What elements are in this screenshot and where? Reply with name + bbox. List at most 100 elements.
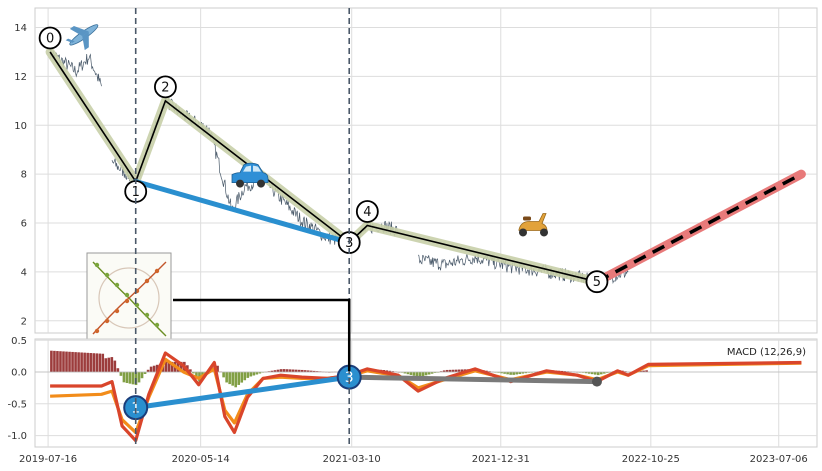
macd-histogram-bar [180, 361, 183, 373]
car-body [231, 162, 269, 184]
macd-histogram-bar [409, 372, 413, 375]
macd-y-tick-label: -1.0 [7, 431, 27, 442]
macd-histogram-bar [288, 369, 292, 373]
macd-y-tick-label: 0.0 [11, 368, 27, 379]
macd-histogram-bar [315, 371, 319, 373]
wave-label: 5 [593, 275, 601, 290]
scooter-wheel [519, 228, 528, 237]
macd-histogram-bar [433, 372, 437, 373]
macd-panel: 2019-07-16 2020-05-14 2021-03-10 2021-12-31… [7, 336, 818, 465]
macd-histogram-bar [152, 365, 156, 373]
macd-histogram-bar [143, 372, 147, 374]
macd-histogram-bar [285, 369, 289, 373]
macd-histogram-bar [80, 352, 83, 373]
macd-histogram-bar [639, 370, 642, 373]
inset-leaf [114, 282, 120, 288]
macd-histogram-bar [65, 351, 68, 373]
macd-histogram-bar [524, 372, 528, 374]
airplane-tail [65, 38, 75, 43]
macd-histogram-bar [249, 372, 253, 377]
macd-histogram-bar [89, 353, 92, 373]
price-y-tick-label: 10 [14, 121, 27, 132]
macd-histogram-bar [104, 358, 108, 373]
scooter-seat [523, 216, 532, 221]
macd-histogram-bar [512, 372, 515, 375]
macd-histogram-bar [110, 357, 114, 373]
macd-histogram-bar [113, 360, 117, 373]
macd-histogram-bar [518, 372, 521, 375]
macd-histogram-bar [309, 370, 313, 373]
inset-leaf [144, 312, 150, 318]
macd-histogram-bar [170, 361, 174, 373]
inset-leaf [94, 262, 100, 268]
macd-histogram-bar [83, 352, 86, 373]
macd-histogram-bar [506, 372, 509, 375]
inset-leaf [124, 298, 130, 304]
macd-histogram-bar [116, 368, 120, 373]
macd-histogram-bar [125, 372, 129, 383]
macd-histogram-bar [421, 372, 425, 377]
macd-histogram-bar [53, 350, 56, 373]
macd-histogram-bar [50, 350, 53, 373]
macd-histogram-bar [128, 372, 132, 384]
inset-leaf [104, 272, 110, 278]
macd-histogram-bar [189, 369, 192, 373]
inset-leaf [124, 292, 130, 298]
macd-histogram-bar [312, 370, 316, 373]
macd-histogram-bar [164, 362, 168, 373]
macd-histogram-bar [645, 370, 648, 373]
x-tick-label: 2020-05-14 [172, 454, 230, 465]
macd-histogram-bar [412, 372, 416, 376]
macd-histogram-bar [424, 372, 428, 376]
macd-histogram-bar [146, 369, 150, 373]
wave-marker [585, 270, 609, 294]
macd-title: MACD (12,26,9) [727, 347, 806, 358]
macd-histogram-bar [92, 353, 96, 373]
airplane-icon [65, 24, 99, 51]
macd-y-tick-label: 0.5 [11, 336, 27, 347]
macd-histogram-bar [273, 370, 277, 373]
scooter-icon [518, 213, 549, 237]
macd-histogram-bar [216, 365, 219, 373]
macd-histogram-bar [291, 369, 295, 373]
macd-histogram-bar [255, 372, 259, 375]
macd-histogram-bar [587, 372, 591, 374]
macd-histogram-bar [448, 369, 452, 373]
overlay-layer [134, 8, 351, 447]
airplane-wing [69, 25, 89, 37]
macd-histogram-bar [59, 351, 62, 373]
inset-leaf [104, 318, 110, 324]
macd-line [50, 351, 802, 443]
price-line [49, 46, 102, 87]
macd-histogram-bar [451, 369, 455, 373]
scooter-wheel [540, 228, 549, 237]
macd-histogram-bar [439, 371, 443, 373]
macd-y-tick-label: -0.5 [7, 399, 27, 410]
macd-histogram-bar [234, 372, 238, 388]
macd-histogram-bar [231, 372, 234, 386]
macd-histogram-bar [418, 372, 422, 377]
macd-histogram-bar [590, 372, 594, 375]
macd-histogram-bar [270, 370, 274, 373]
macd-histogram-bar [225, 372, 228, 383]
macd-histogram-bar [503, 372, 506, 374]
car-wheel [257, 179, 266, 188]
macd-histogram-bar [98, 353, 102, 373]
x-tick-label: 2021-12-31 [472, 454, 530, 465]
macd-histogram-bar [642, 370, 645, 373]
macd-histogram-bar [599, 372, 603, 375]
inset-leaf [144, 278, 150, 284]
price-y-tick-label: 2 [21, 316, 27, 327]
inset-wave-image [86, 252, 172, 344]
macd-histogram-bar [457, 369, 461, 373]
car-window [253, 165, 262, 172]
macd-histogram-bar [192, 372, 195, 374]
macd-histogram-bar [237, 372, 241, 385]
inset-circle [98, 267, 160, 329]
macd-histogram-bar [240, 372, 244, 383]
macd-histogram-bar [445, 369, 449, 373]
x-tick-label: 2019-07-16 [19, 454, 77, 465]
macd-histogram-bar [500, 372, 503, 374]
macd-gray-trend-end [591, 376, 602, 387]
wave-marker [154, 75, 177, 99]
